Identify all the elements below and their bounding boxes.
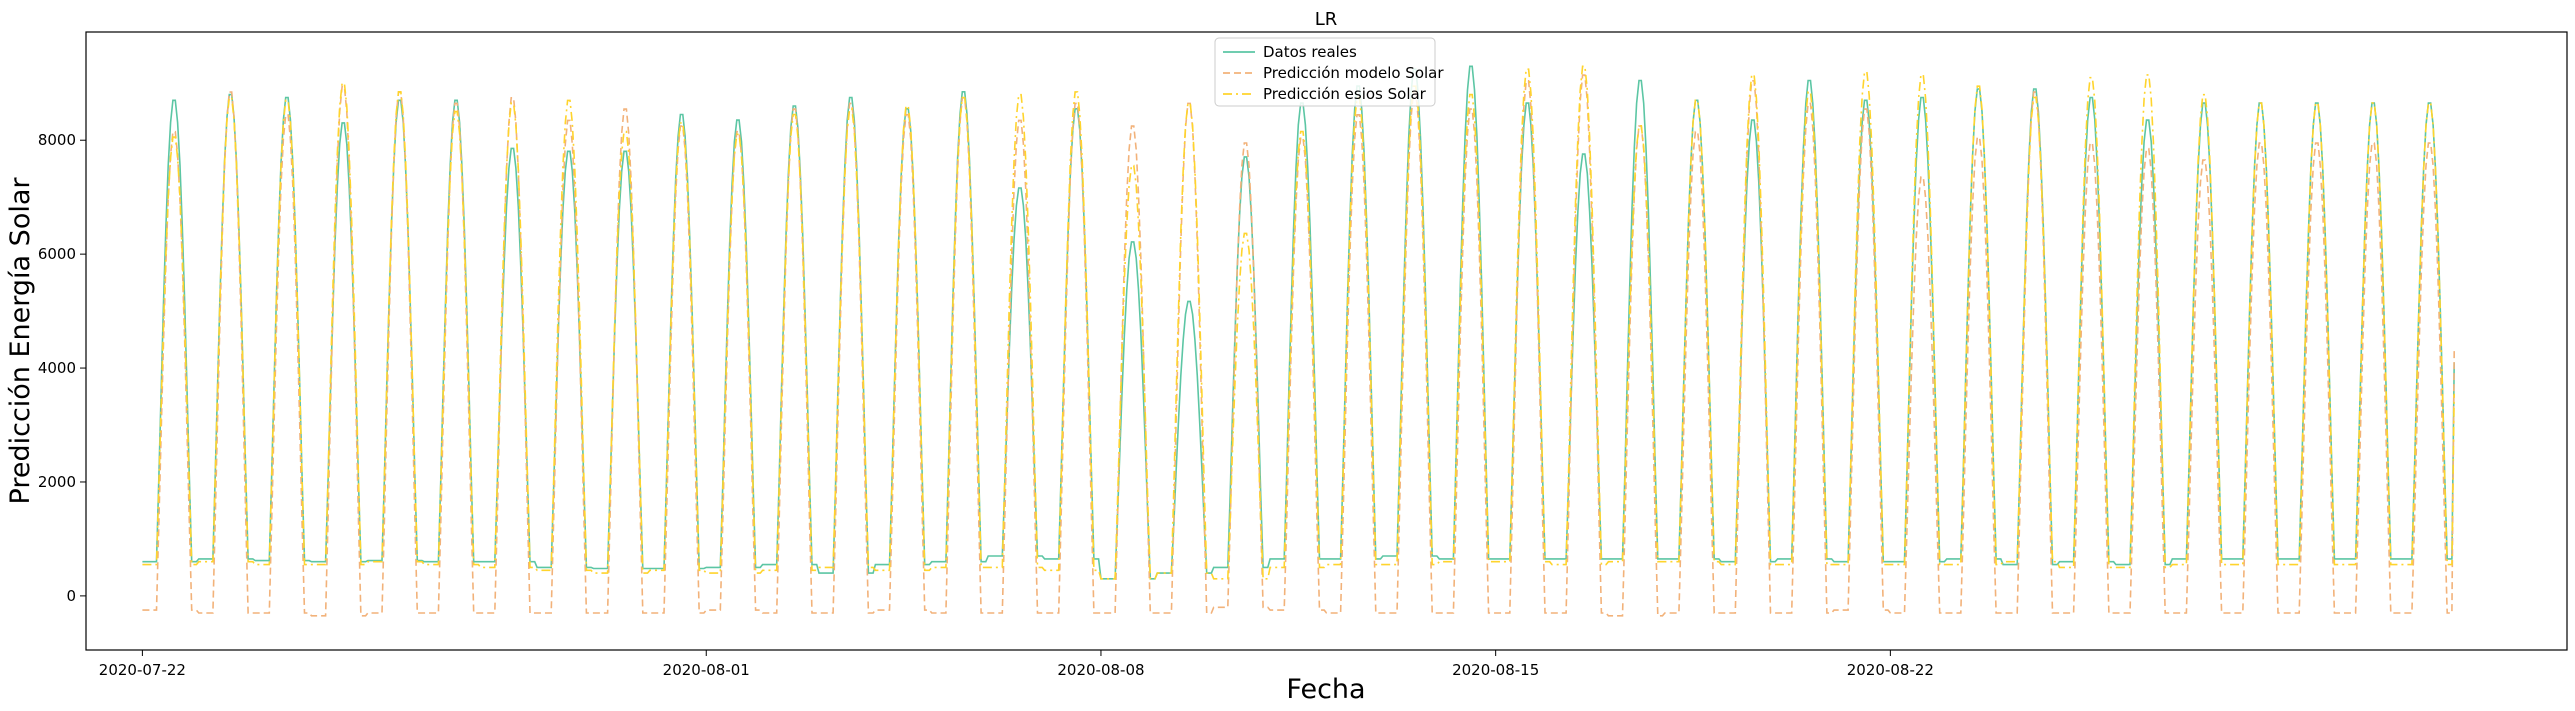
y-tick-label: 0 [66,587,76,605]
series-line-3 [142,65,2455,580]
series-layer [142,65,2455,617]
y-axis-ticks: 0 2000 4000 6000 8000 [38,131,86,605]
x-tick-label: 2020-08-22 [1847,661,1934,679]
y-tick-label: 6000 [38,245,76,263]
series-line-2 [142,74,2455,617]
legend-label: Predicción esios Solar [1263,85,1427,103]
legend-box [1214,37,1436,107]
x-tick-label: 2020-08-08 [1057,661,1144,679]
x-axis-label: Fecha [1286,674,1365,705]
y-tick-label: 2000 [38,473,76,491]
legend-label: Datos reales [1263,43,1357,61]
y-tick-label: 4000 [38,359,76,377]
y-axis-label: Predicción Energía Solar [5,177,36,505]
legend-label: Predicción modelo Solar [1263,64,1444,82]
x-tick-label: 2020-07-22 [99,661,186,679]
x-axis-ticks: 2020-07-22 2020-08-01 2020-08-08 2020-08-15… [99,650,1934,679]
chart-title: LR [1315,9,1338,30]
plot-frame [85,31,2568,651]
legend: Datos reales Predicción modelo Solar Predi… [1214,37,1444,107]
y-tick-label: 8000 [38,131,76,149]
x-tick-label: 2020-08-15 [1452,661,1539,679]
x-tick-label: 2020-08-01 [663,661,750,679]
